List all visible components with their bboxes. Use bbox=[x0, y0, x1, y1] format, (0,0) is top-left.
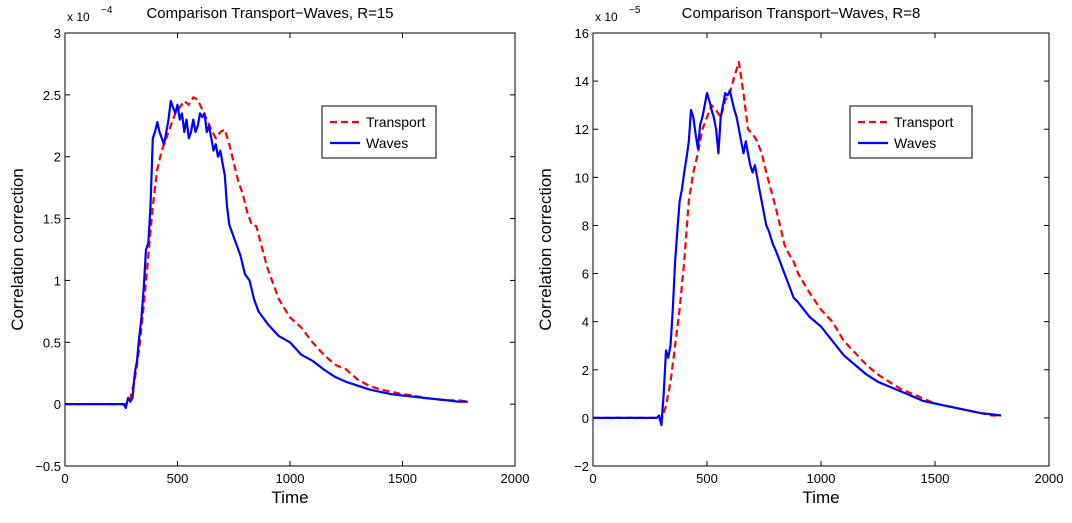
legend-label-waves: Waves bbox=[894, 135, 936, 151]
y-tick-label: −0.5 bbox=[35, 459, 61, 474]
legend-label-transport: Transport bbox=[894, 114, 954, 130]
series-group bbox=[593, 60, 1002, 427]
y-tick-label: 6 bbox=[582, 267, 589, 282]
y-tick-label: 2.5 bbox=[43, 88, 61, 103]
x-tick-label: 0 bbox=[589, 471, 596, 486]
y-tick-label: 4 bbox=[582, 315, 589, 330]
x-tick-label: 500 bbox=[696, 471, 718, 486]
axis-scale-factor: x 10 bbox=[595, 10, 618, 24]
y-tick-label: 1.5 bbox=[43, 212, 61, 227]
y-tick-label: 3 bbox=[54, 26, 61, 41]
series-line-waves bbox=[593, 89, 1002, 427]
y-tick-label: 1 bbox=[54, 273, 61, 288]
y-tick-label: 0.5 bbox=[43, 335, 61, 350]
y-tick-label: 14 bbox=[575, 74, 589, 89]
legend: Transport Waves bbox=[321, 105, 437, 159]
series-line-transport bbox=[65, 96, 468, 406]
y-tick-label: 0 bbox=[582, 411, 589, 426]
x-tick-label: 2000 bbox=[501, 471, 530, 486]
x-tick-label: 1000 bbox=[276, 471, 305, 486]
legend: Transport Waves bbox=[849, 105, 973, 159]
plot-area bbox=[592, 32, 1050, 467]
axis-scale-exponent: −4 bbox=[101, 5, 113, 16]
y-tick-label: 2 bbox=[54, 150, 61, 165]
y-tick-label: 16 bbox=[575, 26, 589, 41]
x-tick-label: 1500 bbox=[388, 471, 417, 486]
x-tick-label: 0 bbox=[61, 471, 68, 486]
axis-scale-exponent: −5 bbox=[629, 5, 641, 16]
legend-box bbox=[321, 105, 437, 159]
legend-label-transport: Transport bbox=[366, 114, 426, 130]
x-tick-label: 1500 bbox=[921, 471, 950, 486]
y-tick-label: 12 bbox=[575, 122, 589, 137]
legend-box bbox=[849, 105, 973, 159]
y-axis-label: Correlation correction bbox=[8, 168, 27, 331]
y-axis-label: Correlation correction bbox=[536, 168, 555, 331]
chart-panel-left: 0 500 1000 1500 2000−0.500.511.522.53x 10 −4 C… bbox=[8, 5, 529, 507]
chart-title: Comparison Transport−Waves, R=15 bbox=[146, 5, 393, 22]
x-tick-label: 500 bbox=[167, 471, 189, 486]
y-tick-label: 2 bbox=[582, 363, 589, 378]
x-axis-label: Time bbox=[802, 488, 839, 507]
x-axis-label: Time bbox=[271, 488, 308, 507]
y-tick-label: 8 bbox=[582, 218, 589, 233]
axis-scale-factor: x 10 bbox=[67, 10, 90, 24]
legend-label-waves: Waves bbox=[366, 135, 408, 151]
series-line-transport bbox=[593, 60, 1002, 422]
y-tick-label: 10 bbox=[575, 170, 589, 185]
series-line-waves bbox=[65, 99, 468, 409]
x-tick-label: 2000 bbox=[1035, 471, 1064, 486]
y-tick-label: 0 bbox=[54, 397, 61, 412]
y-tick-label: −2 bbox=[574, 459, 589, 474]
chart-title: Comparison Transport−Waves, R=8 bbox=[682, 5, 921, 22]
series-group bbox=[65, 96, 468, 409]
x-tick-label: 1000 bbox=[807, 471, 836, 486]
